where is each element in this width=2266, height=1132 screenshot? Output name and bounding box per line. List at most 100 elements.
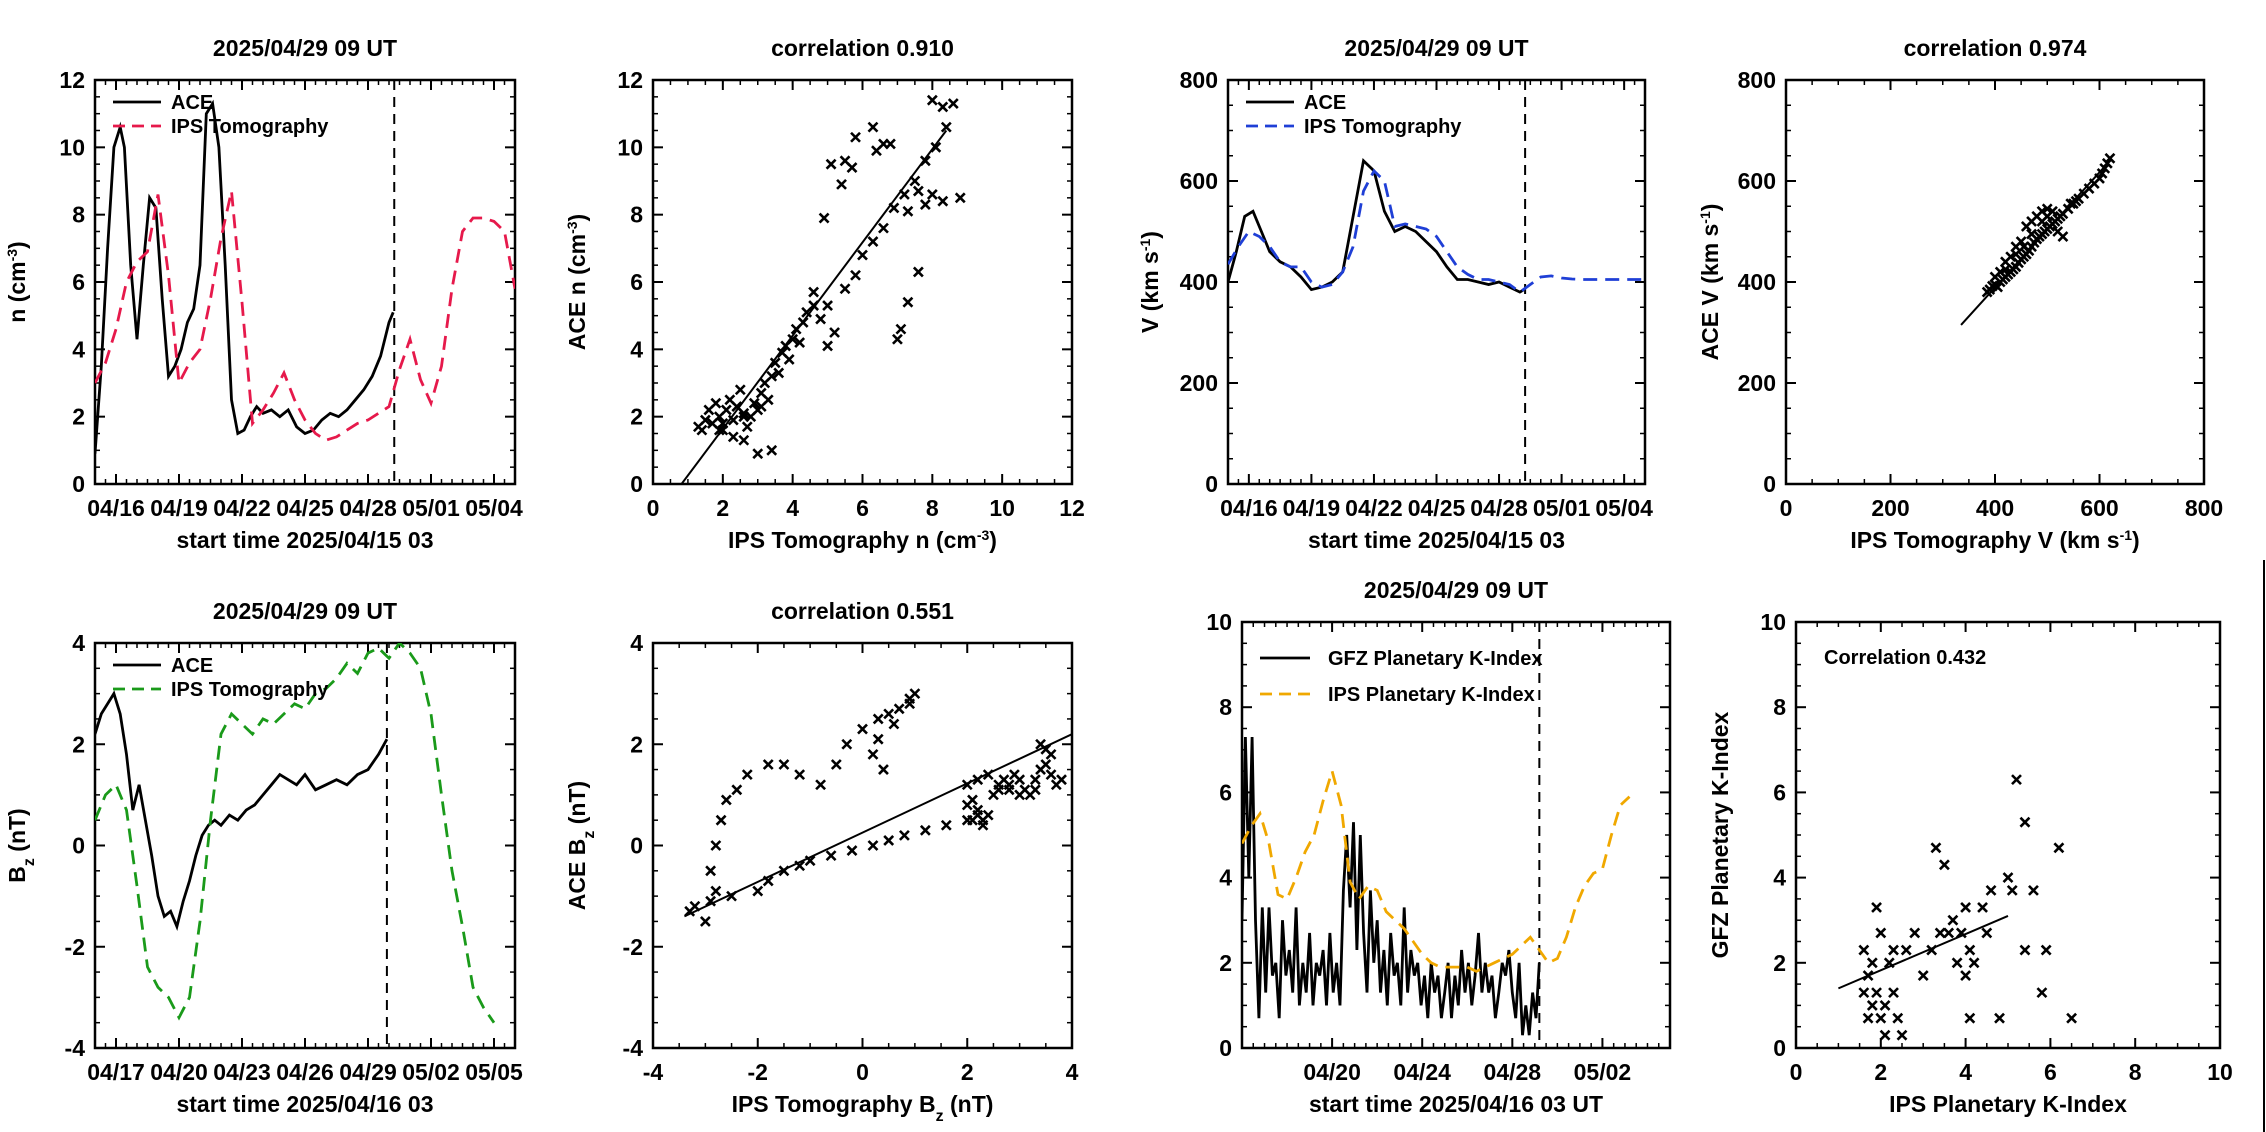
chart-title: 2025/04/29 09 UT [1344, 35, 1528, 61]
scatter-point [727, 414, 739, 426]
scatter-point [822, 340, 834, 352]
x-tick-label: 4 [1959, 1059, 1972, 1085]
scatter-point [1862, 1012, 1874, 1024]
scatter-point [2028, 884, 2039, 896]
scatter-point [822, 300, 834, 311]
x-tick-label: 04/28 [339, 495, 397, 521]
y-tick-label: 6 [630, 269, 643, 295]
x-axis-label: start time 2025/04/16 03 [176, 1091, 433, 1117]
chart-title: correlation 0.551 [771, 598, 954, 624]
scatter-point [1917, 970, 1929, 981]
x-tick-label: 05/02 [402, 1059, 460, 1085]
scatter-point [794, 337, 806, 349]
scatter-point [972, 774, 984, 786]
y-tick-label: 6 [1773, 779, 1786, 805]
scatter-point [689, 900, 701, 912]
scatter-point [850, 269, 861, 281]
x-tick-label: 04/17 [87, 1059, 145, 1085]
scatter-point [738, 411, 750, 423]
scatter-point [872, 733, 884, 745]
scatter-point [972, 804, 984, 816]
legend-label: ACE [171, 92, 213, 114]
scatter-point [1960, 970, 1972, 981]
scatter-point [738, 434, 750, 446]
scatter-point [867, 748, 879, 760]
panel-velocity-correlation: correlation 0.974 0 200 400 600 800 0 200 400 600… [1697, 35, 2223, 553]
x-tick-label: 2 [716, 495, 729, 521]
scatter-point [1014, 789, 1026, 801]
scatter-point [1909, 927, 1921, 939]
scatter-point [766, 444, 778, 456]
scatter-point [830, 759, 842, 770]
scatter-point [738, 407, 750, 419]
scatter-point [893, 703, 905, 715]
scatter-point [755, 401, 767, 412]
plot-area [1960, 152, 2116, 326]
x-axis-label: IPS Planetary K-Index [1889, 1091, 2127, 1117]
scatter-point [926, 189, 938, 200]
scatter-point [797, 316, 809, 328]
y-tick-label: 2 [1219, 950, 1232, 976]
series-line-1 [95, 190, 515, 442]
x-tick-label: 05/02 [1574, 1059, 1632, 1085]
scatter-point [839, 155, 851, 167]
y-tick-label: 4 [630, 336, 643, 362]
panel-kindex-correlation: Correlation 0.432 0 2 4 6 8 10 0 2 4 6 8 10 IPS Plane… [1707, 609, 2233, 1117]
x-tick-label: 04/16 [87, 495, 145, 521]
chart-title: 2025/04/29 09 UT [213, 35, 397, 61]
scatter-point [2036, 987, 2048, 999]
plot-frame [1226, 78, 1647, 486]
x-tick-label: 04/19 [1283, 495, 1341, 521]
plot-frame [1794, 620, 2222, 1050]
scatter-point [982, 809, 994, 821]
scatter-point [726, 890, 737, 902]
x-tick-label: 04/22 [1345, 495, 1403, 521]
legend-label: IPS Tomography [1304, 116, 1462, 138]
scatter-point [1040, 759, 1052, 770]
x-tick-label: 0 [647, 495, 660, 521]
scatter-point [872, 713, 884, 725]
scatter-point [2066, 1012, 2078, 1024]
y-tick-label: -2 [65, 934, 85, 960]
scatter-point [2002, 872, 2014, 884]
scatter-point [1900, 944, 1912, 956]
y-axis-label: n (cm-3) [4, 241, 30, 322]
scatter-point [720, 794, 732, 806]
y-tick-label: 0 [630, 471, 643, 497]
scatter-point [794, 769, 806, 781]
plot-area [680, 94, 966, 484]
scatter-point [1029, 784, 1041, 796]
x-tick-label: 05/05 [465, 1059, 523, 1085]
x-axis-label: IPS Tomography V (km s-1) [1850, 527, 2139, 553]
x-tick-label: 04/25 [1408, 495, 1466, 521]
scatter-point [977, 819, 989, 831]
scatter-point [1879, 999, 1891, 1011]
scatter-point [804, 855, 816, 867]
plot-area [1838, 774, 2078, 1041]
scatter-point [867, 121, 879, 133]
plot-area [95, 80, 515, 484]
scatter-point [904, 698, 916, 710]
scatter-point [902, 205, 914, 217]
x-tick-label: 6 [2044, 1059, 2057, 1085]
scatter-point [752, 885, 764, 897]
scatter-point [1960, 902, 1972, 913]
y-tick-label: 10 [617, 134, 643, 160]
scatter-point [715, 814, 727, 826]
scatter-point [2040, 944, 2052, 956]
legend-label: IPS Tomography [171, 679, 329, 701]
scatter-point [829, 327, 840, 338]
chart-title: 2025/04/29 09 UT [213, 598, 397, 624]
scatter-point [825, 850, 837, 862]
x-tick-label: 04/28 [1470, 495, 1528, 521]
scatter-point [1947, 914, 1959, 926]
scatter-point [1003, 784, 1015, 796]
y-tick-label: 0 [72, 471, 85, 497]
x-tick-label: 04/20 [1303, 1059, 1361, 1085]
y-tick-label: 200 [1180, 370, 1218, 396]
scatter-point [926, 94, 938, 106]
scatter-point [696, 424, 708, 436]
scatter-point [954, 192, 966, 204]
scatter-point [2070, 195, 2082, 207]
